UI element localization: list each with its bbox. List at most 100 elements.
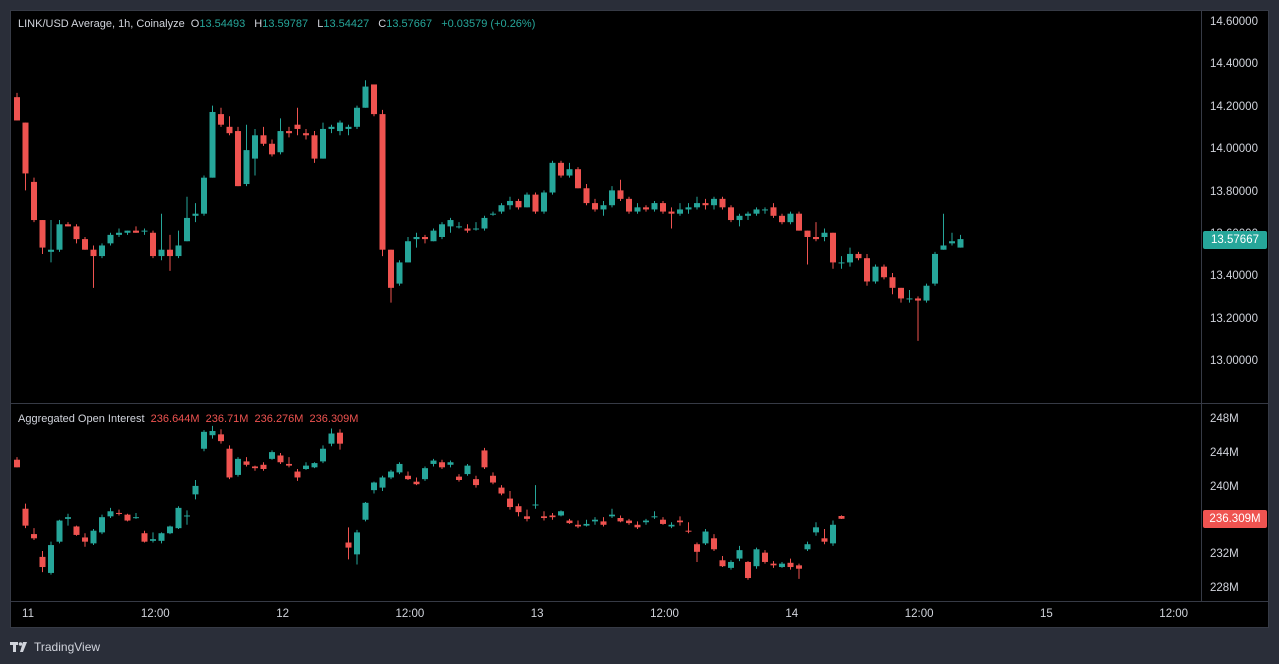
chart-frame[interactable]: LINK/USD Average, 1h, Coinalyze O13.5449… <box>10 10 1269 628</box>
oi-candle-body <box>65 517 71 519</box>
price-candle-body <box>575 169 581 189</box>
price-candle-body <box>31 181 37 221</box>
price-candle-body <box>124 230 131 233</box>
price-candle-body <box>762 209 768 211</box>
price-candle-body <box>566 169 573 176</box>
price-candle-body <box>592 203 598 210</box>
legend-title: LINK/USD Average, 1h, Coinalyze <box>18 18 185 30</box>
time-tick-label: 11 <box>22 608 34 620</box>
price-candle-body <box>940 245 947 250</box>
oi-candle-body <box>320 448 326 462</box>
time-tick-label: 12:00 <box>1159 608 1189 620</box>
price-candle-body <box>770 207 777 216</box>
oi-tick-label: 240M <box>1210 480 1239 493</box>
open-interest-axis[interactable]: 248M244M240M236M232M228M236.309M <box>1201 404 1269 601</box>
price-candle-body <box>473 228 479 230</box>
oi-candle-body <box>796 565 802 569</box>
oi-candle-body <box>167 526 173 534</box>
oi-candle-body <box>464 465 471 475</box>
price-candle-body <box>583 188 590 204</box>
price-candle-body <box>558 162 564 176</box>
oi-candle-body <box>490 475 496 483</box>
price-pane[interactable] <box>11 11 1201 403</box>
oi-candle-body <box>600 521 607 525</box>
price-tick-label: 13.80000 <box>1210 185 1258 198</box>
oi-candle-body <box>362 502 369 520</box>
price-candle-body <box>337 122 343 132</box>
oi-candle-body <box>838 515 845 519</box>
price-candle-body <box>328 126 335 129</box>
footer[interactable]: TradingView <box>10 638 100 656</box>
price-candle-body <box>515 200 522 208</box>
oi-candle-body <box>762 552 768 562</box>
last-price-tag: 13.57667 <box>1203 230 1267 249</box>
oi-tick-label: 232M <box>1210 548 1239 561</box>
price-candle-body <box>787 213 794 223</box>
price-candle-body <box>719 198 726 208</box>
price-candle-body <box>320 128 326 159</box>
oi-candle-body <box>388 471 394 478</box>
price-candle-body <box>107 234 114 244</box>
price-candle-body <box>507 200 513 206</box>
price-candle-body <box>405 241 411 263</box>
footer-brand: TradingView <box>34 640 101 654</box>
price-candle-body <box>260 135 267 144</box>
oi-candle-body <box>634 524 641 528</box>
pane-divider[interactable] <box>11 403 1268 404</box>
price-candle-body <box>379 114 386 250</box>
price-candle-body <box>532 194 539 212</box>
price-candle-body <box>22 122 29 174</box>
open-interest-pane[interactable] <box>11 404 1201 601</box>
price-candle-body <box>481 217 488 229</box>
time-axis[interactable]: 11 12:00 12 12:00 13 12:00 14 12:00 15 12:00 <box>11 602 1201 627</box>
price-candle-body <box>73 226 80 240</box>
price-candle-body <box>371 84 377 115</box>
price-candle-body <box>90 249 97 257</box>
oi-candle-body <box>430 460 437 464</box>
price-candle-body <box>413 236 420 240</box>
oi-candle-body <box>286 463 292 466</box>
price-candle-body <box>660 203 666 212</box>
price-candle-body <box>923 285 930 301</box>
price-candle-body <box>736 215 743 221</box>
price-candle-body <box>99 245 105 257</box>
oi-candle-body <box>617 518 624 522</box>
oi-legend-title: Aggregated Open Interest <box>18 413 145 425</box>
oi-candle-body <box>439 462 445 468</box>
price-axis[interactable]: 14.60000 14.40000 14.20000 14.00000 13.80000… <box>1201 11 1269 403</box>
legend-c-label: C <box>378 18 387 30</box>
time-axis-divider <box>11 601 1268 602</box>
price-candle-body <box>524 194 530 208</box>
oi-candle-body <box>133 517 139 519</box>
price-candle-body <box>235 131 241 187</box>
price-candle-body <box>600 205 607 210</box>
price-candle-body <box>711 198 717 206</box>
price-candle-body <box>456 226 462 228</box>
price-tick-label: 13.20000 <box>1210 312 1258 325</box>
price-candle-body <box>702 203 709 206</box>
price-candle-body <box>872 266 879 282</box>
price-candle-body <box>184 217 190 242</box>
price-candle-body <box>838 262 845 264</box>
oi-candle-body <box>770 563 777 566</box>
oi-legend-close: 236.309M <box>309 413 359 425</box>
price-candle-body <box>728 207 734 221</box>
price-candle-body <box>906 298 913 300</box>
price-candle-body <box>430 230 437 242</box>
open-interest-candles-svg <box>14 425 845 580</box>
legend-l-label: L <box>317 18 324 30</box>
price-candle-body <box>277 131 284 153</box>
oi-candle-body <box>753 549 760 567</box>
oi-candle-body <box>337 432 343 444</box>
price-candle-body <box>39 220 46 248</box>
oi-candle-body <box>328 433 335 444</box>
oi-candle-body <box>481 450 488 468</box>
oi-candle-body <box>209 430 216 436</box>
oi-candle-body <box>345 542 352 548</box>
price-candle-body <box>175 245 182 257</box>
time-tick-label: 12:00 <box>140 608 170 620</box>
oi-candle-body <box>541 516 547 519</box>
oi-candle-body <box>48 545 54 573</box>
price-candle-body <box>668 211 675 214</box>
price-candle-body <box>549 162 556 193</box>
